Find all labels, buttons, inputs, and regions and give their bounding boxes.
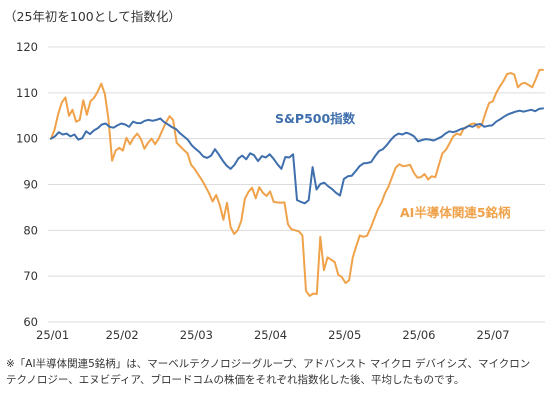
y-tick-label: 80 [23,223,38,237]
y-tick-label: 90 [23,178,38,192]
x-axis-ticks: 25/01 25/02 25/03 25/04 25/05 25/06 25/07 [36,328,510,342]
footnote: ※「AI半導体関連5銘柄」は、マーベルテクノロジーグループ、アドバンスト マイク… [6,356,554,388]
x-tick-label: 25/03 [180,328,213,342]
x-tick-label: 25/01 [36,328,69,342]
series-label: AI半導体関連5銘柄 [400,205,511,220]
footnote-line-2: テクノロジー、エヌビディア、ブロードコムの株価をそれぞれ指数化した後、平均したも… [6,374,465,386]
series-label: S&P500指数 [275,111,356,126]
series-line [50,68,544,297]
x-tick-label: 25/04 [254,328,287,342]
x-tick-label: 25/05 [328,328,361,342]
x-tick-label: 25/07 [476,328,509,342]
line-chart: （25年初を100として指数化） 60 70 80 90 100 110 120 25/01… [4,9,545,342]
y-tick-label: 60 [23,315,38,329]
series-line [50,107,544,205]
series-labels: S&P500指数 AI半導体関連5銘柄 [275,111,511,220]
series-lines [50,68,544,297]
x-tick-label: 25/02 [106,328,139,342]
y-tick-label: 70 [23,269,38,283]
y-tick-label: 120 [16,40,38,54]
footnote-line-1: ※「AI半導体関連5銘柄」は、マーベルテクノロジーグループ、アドバンスト マイク… [6,358,531,370]
x-tick-label: 25/06 [402,328,435,342]
y-tick-label: 100 [16,132,38,146]
chart-subtitle: （25年初を100として指数化） [4,9,181,24]
y-tick-label: 110 [16,86,38,100]
y-axis-ticks: 60 70 80 90 100 110 120 [16,40,38,329]
